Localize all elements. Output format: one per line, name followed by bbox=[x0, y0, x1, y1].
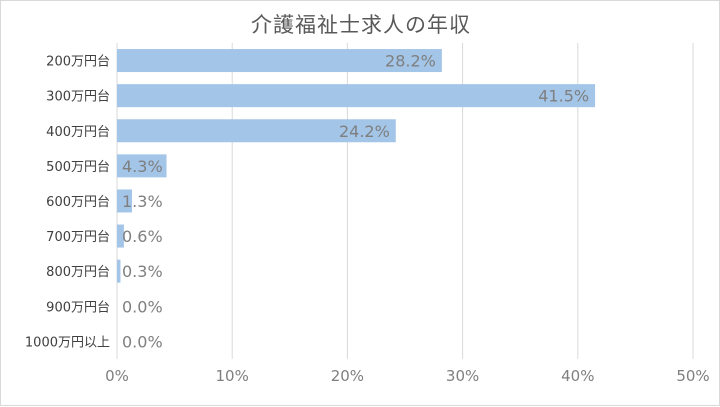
x-tick-label: 20% bbox=[331, 367, 364, 385]
x-tick-label: 0% bbox=[105, 367, 129, 385]
category-label: 900万円台 bbox=[46, 300, 110, 315]
data-label: 0.0% bbox=[122, 297, 163, 316]
x-tick-label: 30% bbox=[446, 367, 479, 385]
data-label: 4.3% bbox=[122, 157, 163, 176]
category-label: 200万円台 bbox=[46, 55, 110, 70]
bar bbox=[117, 49, 442, 73]
bar bbox=[117, 84, 596, 108]
bar bbox=[117, 189, 132, 213]
category-label: 700万円台 bbox=[46, 230, 110, 245]
data-label: 0.6% bbox=[122, 227, 163, 246]
bar bbox=[117, 259, 121, 283]
category-label: 1000万円以上 bbox=[25, 335, 110, 350]
category-label: 600万円台 bbox=[46, 195, 110, 210]
bar bbox=[117, 224, 124, 248]
bar bbox=[117, 119, 396, 143]
category-label: 300万円台 bbox=[46, 90, 110, 105]
chart-title: 介護福祉士求人の年収 bbox=[251, 13, 471, 37]
category-label: 800万円台 bbox=[46, 265, 110, 280]
category-label: 400万円台 bbox=[46, 125, 110, 140]
x-tick-label: 50% bbox=[676, 367, 709, 385]
data-label: 1.3% bbox=[122, 192, 163, 211]
category-label: 500万円台 bbox=[46, 160, 110, 175]
x-tick-label: 10% bbox=[216, 367, 249, 385]
data-label: 41.5% bbox=[538, 87, 589, 106]
x-tick-label: 40% bbox=[561, 367, 594, 385]
data-label: 0.3% bbox=[122, 262, 163, 281]
data-label: 0.0% bbox=[122, 332, 163, 351]
bar bbox=[117, 154, 167, 178]
data-label: 24.2% bbox=[339, 122, 390, 141]
data-label: 28.2% bbox=[385, 52, 436, 71]
